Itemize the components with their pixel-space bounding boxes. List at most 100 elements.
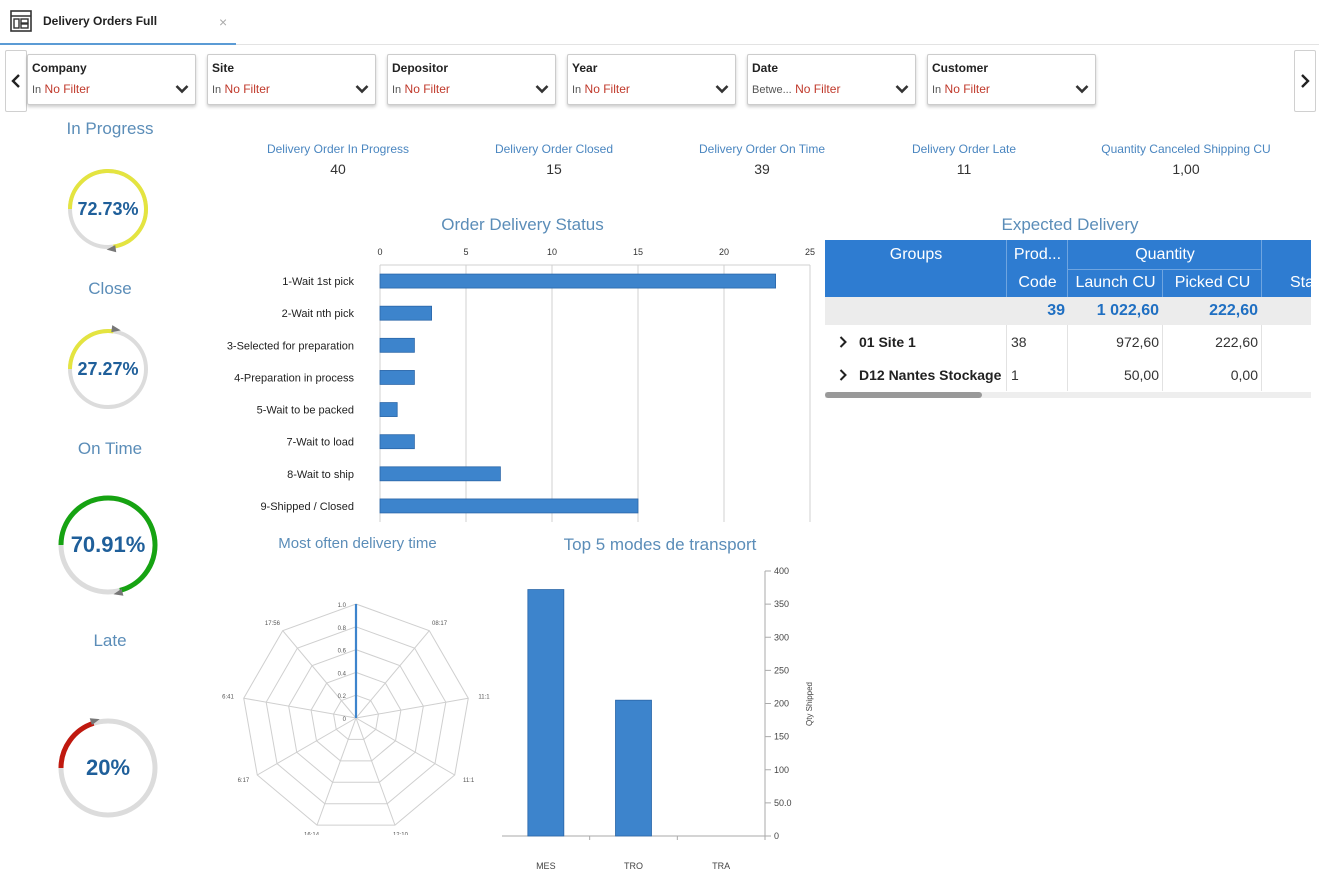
radial-tick-label: 0 bbox=[343, 717, 347, 723]
category-label: 9-Shipped / Closed bbox=[260, 501, 354, 513]
gauge-title: Close bbox=[88, 279, 132, 298]
header-status[interactable]: Sta bbox=[1290, 273, 1311, 291]
kpi-value: 15 bbox=[546, 161, 562, 177]
filter-date[interactable]: Date Betwe... No Filter bbox=[747, 54, 916, 105]
bar bbox=[379, 273, 777, 289]
radar-spoke bbox=[355, 630, 430, 719]
gauge-pointer-icon bbox=[89, 718, 100, 726]
radar-spoke bbox=[355, 697, 469, 719]
gauge-pointer-icon bbox=[106, 245, 117, 253]
filter-operator: In bbox=[392, 84, 402, 96]
row-picked-cu: 222,60 bbox=[1215, 333, 1258, 350]
cell-divider bbox=[1162, 358, 1163, 391]
x-tick-label: 20 bbox=[719, 247, 729, 257]
transport-title: Top 5 modes de transport bbox=[563, 535, 757, 554]
gauge-ring bbox=[68, 325, 148, 409]
filter-current-value: No Filter bbox=[944, 82, 990, 96]
radar-spoke bbox=[257, 717, 357, 776]
radar-spoke bbox=[282, 630, 357, 719]
kpi-card: Delivery Order Late 11 bbox=[859, 142, 1069, 177]
filter-value: In No Filter bbox=[932, 82, 990, 96]
kpi-value: 1,00 bbox=[1172, 161, 1200, 177]
header-picked-cu[interactable]: Picked CU bbox=[1174, 273, 1251, 291]
y-tick-label: 250 bbox=[774, 665, 789, 675]
gauge-arc bbox=[58, 720, 95, 769]
header-code[interactable]: Code bbox=[1018, 273, 1057, 291]
cell-divider bbox=[1162, 325, 1163, 358]
gauge-ring bbox=[58, 495, 158, 596]
expand-chevron-icon[interactable] bbox=[839, 358, 859, 391]
kpi-value: 11 bbox=[956, 161, 972, 177]
bar bbox=[615, 699, 652, 837]
header-launch-cu[interactable]: Launch CU bbox=[1075, 273, 1156, 291]
filter-value: In No Filter bbox=[572, 82, 630, 96]
row-picked-cu: 0,00 bbox=[1230, 366, 1258, 383]
delivery-time-radar-chart: 1.0 0.8 0.6 0.4 0.2 0 08:17 11:1 11:1 12:10 16:14 6… bbox=[222, 603, 490, 835]
category-label: 5-Wait to be packed bbox=[257, 405, 354, 417]
row-code: 38 bbox=[1011, 333, 1027, 350]
header-groups[interactable]: Groups bbox=[889, 246, 943, 263]
radar-axis-label: 11:1 bbox=[463, 778, 475, 784]
filter-next-button[interactable] bbox=[1294, 50, 1316, 112]
kpi-card: Quantity Canceled Shipping CU 1,00 bbox=[1081, 142, 1291, 177]
radar-title: Most often delivery time bbox=[278, 535, 437, 552]
filter-depositor[interactable]: Depositor In No Filter bbox=[387, 54, 556, 105]
horizontal-scrollbar[interactable] bbox=[825, 392, 1311, 398]
scrollbar-thumb[interactable] bbox=[825, 392, 982, 398]
gauge-value: 20% bbox=[85, 755, 131, 780]
order-status-title: Order Delivery Status bbox=[441, 215, 604, 234]
transport-modes-chart: 0 50.0 100 150 200 250 300 350 400 Qty Shipped MES… bbox=[502, 566, 814, 871]
y-tick-label: 400 bbox=[774, 566, 789, 576]
row-group: 01 Site 1 bbox=[859, 333, 916, 350]
filter-site[interactable]: Site In No Filter bbox=[207, 54, 376, 105]
x-tick-label: MES bbox=[536, 861, 556, 871]
order-status-chart: 0 5 10 15 20 25 1-Wait 1st pick 2-Wait nth pick… bbox=[227, 247, 815, 522]
radar-ring bbox=[310, 671, 402, 762]
radar-axis-label: 12:10 bbox=[393, 833, 409, 835]
chevron-down-icon[interactable] bbox=[895, 84, 909, 94]
close-icon[interactable]: × bbox=[219, 14, 228, 30]
filter-prev-button[interactable] bbox=[5, 50, 27, 112]
gauge-arc bbox=[68, 329, 114, 370]
gauge-title: Late bbox=[93, 631, 127, 650]
chevron-down-icon[interactable] bbox=[715, 84, 729, 94]
filter-current-value: No Filter bbox=[795, 82, 841, 96]
row-launch-cu: 50,00 bbox=[1123, 366, 1159, 383]
table-row[interactable]: 01 Site 1 38 972,60 222,60 bbox=[825, 325, 1311, 358]
chevron-down-icon[interactable] bbox=[355, 84, 369, 94]
chevron-down-icon[interactable] bbox=[175, 84, 189, 94]
filter-year[interactable]: Year In No Filter bbox=[567, 54, 736, 105]
radar-axis-label: 6:41 bbox=[222, 694, 234, 700]
tab-bar: Delivery Orders Full × bbox=[0, 0, 1319, 45]
radar-spoke bbox=[355, 717, 455, 776]
y-tick-label: 50.0 bbox=[774, 798, 792, 808]
table-row[interactable]: D12 Nantes Stockage 1 50,00 0,00 bbox=[825, 358, 1311, 391]
filter-current-value: No Filter bbox=[404, 82, 450, 96]
gauge-pointer-icon bbox=[113, 588, 124, 596]
radar-ring bbox=[333, 694, 379, 740]
filter-company[interactable]: Company In No Filter bbox=[27, 54, 196, 105]
header-quantity[interactable]: Quantity bbox=[1135, 246, 1195, 263]
x-tick-label: 25 bbox=[805, 247, 815, 257]
bar bbox=[379, 402, 398, 417]
row-launch-cu: 972,60 bbox=[1116, 333, 1159, 350]
radial-tick-label: 0.6 bbox=[338, 649, 347, 655]
expand-chevron-icon[interactable] bbox=[839, 325, 859, 358]
cell-divider bbox=[1261, 358, 1262, 391]
filter-customer[interactable]: Customer In No Filter bbox=[927, 54, 1096, 105]
header-prod[interactable]: Prod... bbox=[1013, 246, 1062, 263]
radial-tick-label: 0.4 bbox=[338, 671, 347, 677]
header-divider bbox=[1162, 269, 1163, 297]
chevron-right-icon bbox=[1301, 74, 1310, 88]
bar bbox=[379, 466, 501, 482]
x-tick-label: TRA bbox=[712, 861, 730, 871]
cell-divider bbox=[1067, 325, 1068, 358]
chevron-down-icon[interactable] bbox=[535, 84, 549, 94]
chevron-down-icon[interactable] bbox=[1075, 84, 1089, 94]
tab-delivery-orders-full[interactable]: Delivery Orders Full × bbox=[0, 0, 236, 45]
bar bbox=[527, 589, 565, 837]
radar-ring bbox=[265, 626, 447, 805]
filter-operator: In bbox=[212, 84, 222, 96]
radar-ring bbox=[243, 603, 469, 826]
